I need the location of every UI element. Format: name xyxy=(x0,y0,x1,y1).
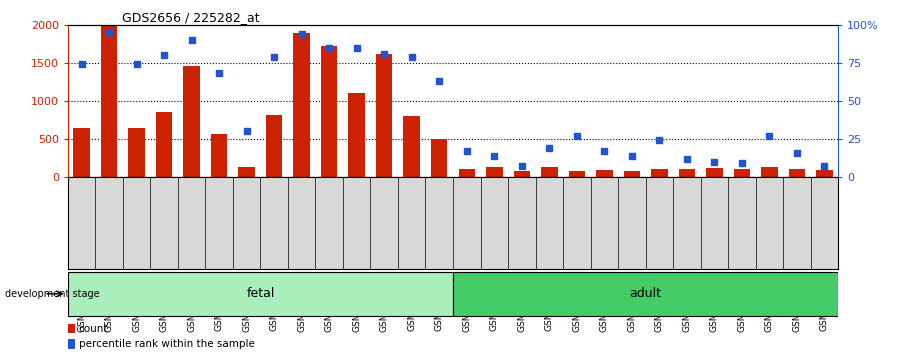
Point xyxy=(185,37,199,43)
Bar xyxy=(321,46,337,177)
Bar xyxy=(679,170,695,177)
Text: percentile rank within the sample: percentile rank within the sample xyxy=(79,339,255,349)
Bar xyxy=(596,170,612,177)
Point xyxy=(570,133,584,139)
Point xyxy=(212,71,226,76)
Bar xyxy=(68,324,75,333)
Bar xyxy=(266,115,283,177)
Point xyxy=(294,31,309,37)
Bar xyxy=(568,171,585,177)
Point xyxy=(817,164,832,169)
Point xyxy=(377,51,391,57)
Point xyxy=(267,54,282,59)
Bar xyxy=(349,93,365,177)
Bar xyxy=(734,170,750,177)
Point xyxy=(74,62,89,67)
Bar xyxy=(376,54,392,177)
Bar xyxy=(706,168,722,177)
Bar xyxy=(541,167,557,177)
Bar xyxy=(238,167,255,177)
Point xyxy=(432,78,447,84)
Bar xyxy=(183,66,200,177)
Point xyxy=(487,153,502,159)
Point xyxy=(762,133,776,139)
Text: fetal: fetal xyxy=(246,287,275,300)
Point xyxy=(102,29,117,35)
Text: development stage: development stage xyxy=(5,289,99,299)
Bar xyxy=(816,170,833,177)
Point xyxy=(157,52,171,58)
Point xyxy=(459,148,474,154)
Text: GDS2656 / 225282_at: GDS2656 / 225282_at xyxy=(121,11,259,24)
Text: adult: adult xyxy=(630,287,661,300)
Point xyxy=(680,156,694,161)
Bar xyxy=(788,170,805,177)
Point xyxy=(624,153,639,159)
Bar xyxy=(156,112,172,177)
Bar xyxy=(68,272,453,316)
Bar xyxy=(403,116,420,177)
Point xyxy=(515,164,529,169)
Point xyxy=(652,138,667,143)
Point xyxy=(789,150,804,155)
Point xyxy=(350,45,364,50)
Point xyxy=(597,148,612,154)
Bar xyxy=(486,167,503,177)
Text: count: count xyxy=(79,324,109,333)
Point xyxy=(322,45,336,50)
Bar xyxy=(73,127,90,177)
Bar xyxy=(431,139,448,177)
Bar xyxy=(294,33,310,177)
Point xyxy=(130,62,144,67)
Point xyxy=(239,129,254,134)
Bar xyxy=(101,26,118,177)
Bar xyxy=(458,170,475,177)
Bar xyxy=(211,135,227,177)
Bar xyxy=(68,339,75,349)
Bar xyxy=(453,272,838,316)
Point xyxy=(735,160,749,166)
Bar xyxy=(514,171,530,177)
Bar xyxy=(129,127,145,177)
Point xyxy=(542,145,556,151)
Bar xyxy=(651,169,668,177)
Bar xyxy=(623,171,640,177)
Bar xyxy=(761,167,777,177)
Point xyxy=(404,54,419,59)
Point xyxy=(707,159,721,165)
